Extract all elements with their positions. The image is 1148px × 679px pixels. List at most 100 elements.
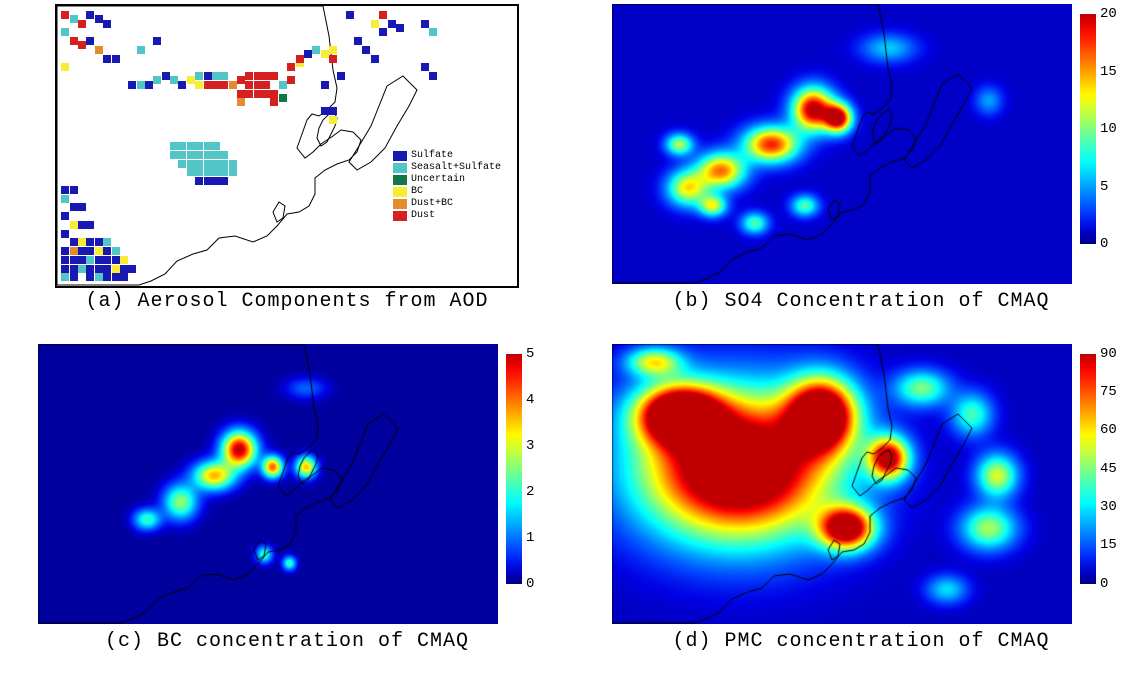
- aod-cell: [321, 107, 329, 115]
- aod-cell: [187, 151, 195, 159]
- aod-cell: [287, 76, 295, 84]
- aod-cell: [245, 90, 253, 98]
- aod-cell: [362, 46, 370, 54]
- panel-c-caption: (c) BC concentration of CMAQ: [105, 630, 469, 653]
- aod-cell: [112, 247, 120, 255]
- aod-cell: [296, 55, 304, 63]
- aod-cell: [78, 265, 86, 273]
- aod-cell: [396, 24, 404, 32]
- aod-cell: [86, 238, 94, 246]
- aod-cell: [86, 221, 94, 229]
- aod-cell: [112, 256, 120, 264]
- aod-cell: [61, 273, 69, 281]
- panel-d-caption: (d) PMC concentration of CMAQ: [672, 630, 1049, 653]
- aod-cell: [254, 81, 262, 89]
- aod-cell: [153, 37, 161, 45]
- aod-cell: [61, 247, 69, 255]
- aod-cell: [70, 238, 78, 246]
- legend-label: Seasalt+Sulfate: [411, 162, 501, 174]
- aod-cell: [78, 41, 86, 49]
- aod-cell: [103, 238, 111, 246]
- aod-cell: [95, 265, 103, 273]
- aod-cell: [212, 72, 220, 80]
- aod-cell: [128, 265, 136, 273]
- aod-cell: [70, 15, 78, 23]
- aod-cell: [78, 221, 86, 229]
- aod-cell: [70, 273, 78, 281]
- aod-cell: [178, 142, 186, 150]
- aod-cell: [170, 142, 178, 150]
- aod-cell: [86, 247, 94, 255]
- aod-cell: [270, 98, 278, 106]
- aod-cell: [270, 90, 278, 98]
- colorbar-tick: 20: [1100, 6, 1117, 22]
- aod-cell: [204, 151, 212, 159]
- legend-label: Sulfate: [411, 150, 453, 162]
- aod-cell: [220, 72, 228, 80]
- aod-cell: [379, 28, 387, 36]
- aod-cell: [61, 63, 69, 71]
- pmc-map: [612, 344, 1072, 624]
- aod-cell: [170, 151, 178, 159]
- aod-cell: [220, 151, 228, 159]
- aod-cell: [137, 81, 145, 89]
- aod-cell: [145, 81, 153, 89]
- aod-cell: [86, 11, 94, 19]
- aod-cell: [195, 81, 203, 89]
- colorbar-c: 012345: [506, 354, 536, 584]
- colorbar-tick: 75: [1100, 384, 1117, 400]
- aod-cell: [78, 256, 86, 264]
- figure-grid: SulfateSeasalt+SulfateUncertainBCDust+BC…: [0, 0, 1148, 679]
- aod-cell: [371, 20, 379, 28]
- aod-cell: [137, 46, 145, 54]
- aod-cell: [170, 76, 178, 84]
- aod-cell: [86, 265, 94, 273]
- aod-cell: [178, 81, 186, 89]
- aod-cell: [212, 81, 220, 89]
- aod-cell: [388, 20, 396, 28]
- aod-cell: [212, 160, 220, 168]
- aod-cell: [329, 46, 337, 54]
- aod-cell: [103, 273, 111, 281]
- panel-b-caption: (b) SO4 Concentration of CMAQ: [672, 290, 1049, 313]
- aod-cell: [61, 28, 69, 36]
- aod-cell: [204, 160, 212, 168]
- aod-cell: [204, 72, 212, 80]
- aod-cell: [61, 265, 69, 273]
- aod-cell: [112, 273, 120, 281]
- aod-cell: [103, 20, 111, 28]
- aod-cell: [112, 265, 120, 273]
- panel-a-plot: SulfateSeasalt+SulfateUncertainBCDust+BC…: [55, 4, 519, 284]
- aod-cell: [270, 72, 278, 80]
- aod-cell: [279, 94, 287, 102]
- aod-cell: [61, 11, 69, 19]
- aod-cell: [245, 81, 253, 89]
- aod-cell: [237, 98, 245, 106]
- aod-cell: [61, 212, 69, 220]
- aod-cell: [212, 151, 220, 159]
- colorbar-b: 05101520: [1080, 14, 1110, 244]
- aod-cell: [212, 142, 220, 150]
- colorbar-tick: 10: [1100, 121, 1117, 137]
- colorbar-tick: 30: [1100, 499, 1117, 515]
- aod-cell: [220, 168, 228, 176]
- aod-cell: [421, 20, 429, 28]
- aod-cell: [162, 72, 170, 80]
- aod-cell: [195, 151, 203, 159]
- aod-cell: [195, 142, 203, 150]
- aod-cell: [178, 151, 186, 159]
- colorbar-tick: 15: [1100, 537, 1117, 553]
- aod-cell: [70, 203, 78, 211]
- aod-cell: [321, 50, 329, 58]
- aod-cell: [178, 160, 186, 168]
- aod-cell: [329, 107, 337, 115]
- colorbar-d: 0153045607590: [1080, 354, 1110, 584]
- aod-cell: [187, 168, 195, 176]
- aod-cell: [204, 168, 212, 176]
- aod-cell: [95, 15, 103, 23]
- aod-cell: [279, 81, 287, 89]
- panel-b-plot: 05101520: [612, 4, 1110, 284]
- so4-map: [612, 4, 1072, 284]
- aod-cell: [220, 177, 228, 185]
- aod-cell: [103, 247, 111, 255]
